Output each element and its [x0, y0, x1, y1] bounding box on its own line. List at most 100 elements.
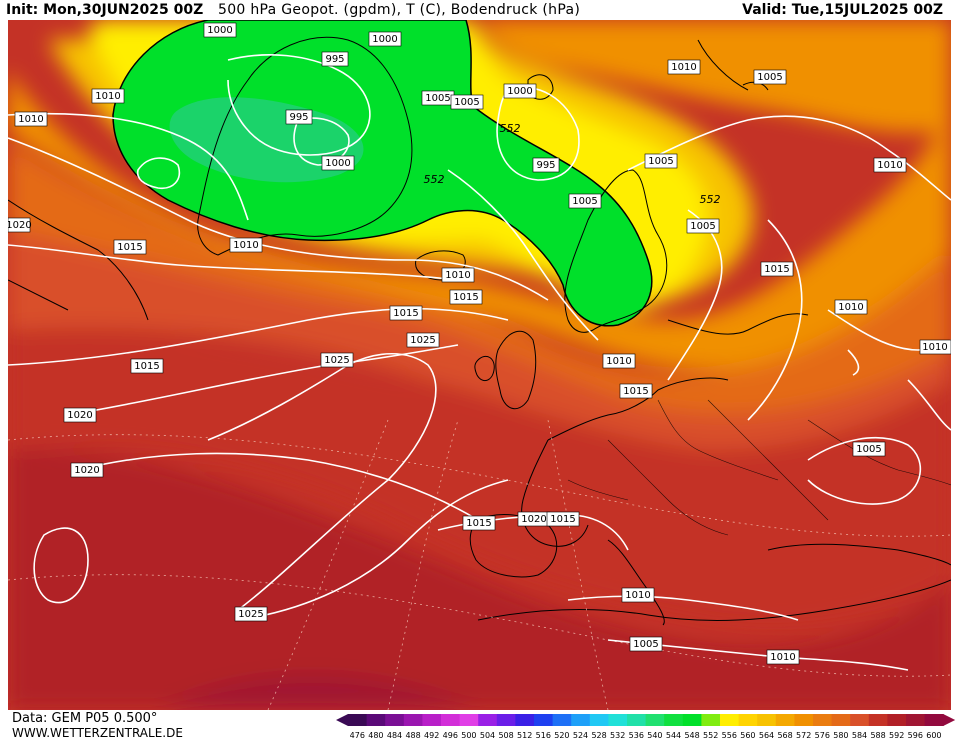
- isobar-label: 1010: [606, 356, 631, 367]
- legend-tick-label: 504: [480, 731, 495, 740]
- weather-map[interactable]: 1000 995 1000 1010 1010 995 1005 1005 10…: [8, 20, 951, 710]
- label-1005-c: 1005: [644, 153, 678, 169]
- legend-swatch: [775, 714, 795, 726]
- legend-swatch: [664, 714, 684, 726]
- isobar-label: 1005: [690, 221, 715, 232]
- label-1010-b: 1010: [14, 111, 48, 127]
- legend-swatch: [478, 714, 498, 726]
- legend-swatch: [757, 714, 777, 726]
- label-1025-b: 1025: [320, 352, 354, 368]
- isobar-label: 1025: [324, 355, 349, 366]
- isobar-label: 1015: [550, 514, 575, 525]
- legend-tick-label: 476: [350, 731, 365, 740]
- legend-swatch: [794, 714, 814, 726]
- legend-swatch: [682, 714, 702, 726]
- label-1010-c: 1010: [667, 59, 701, 75]
- legend-tick-label: 524: [573, 731, 588, 740]
- label-1010-f: 1010: [441, 267, 475, 283]
- legend-swatch: [887, 714, 907, 726]
- isobar-label: 1010: [671, 62, 696, 73]
- legend-tick-label: 520: [554, 731, 569, 740]
- height-label-552: 552: [700, 193, 721, 206]
- map-canvas: 1000 995 1000 1010 1010 995 1005 1005 10…: [8, 20, 951, 710]
- isobar-label: 1010: [770, 652, 795, 663]
- legend-swatch: [627, 714, 647, 726]
- isobar-label: 1000: [507, 86, 532, 97]
- isobar-label: 1015: [466, 518, 491, 529]
- init-time: Init: Mon,30JUN2025 00Z: [6, 2, 204, 18]
- legend-tick-label: 492: [424, 731, 439, 740]
- site-url[interactable]: WWW.WETTERZENTRALE.DE: [12, 726, 183, 740]
- legend-tick-label: 512: [517, 731, 532, 740]
- isobar-label: 1020: [521, 514, 546, 525]
- legend-swatch: [589, 714, 609, 726]
- legend-swatch: [608, 714, 628, 726]
- legend-tick-label: 600: [926, 731, 941, 740]
- isobar-label: 1020: [67, 410, 92, 421]
- legend-bars: [336, 714, 956, 726]
- legend-swatch: [403, 714, 423, 726]
- field-red: [8, 320, 951, 628]
- isobar-label: 995: [536, 160, 555, 171]
- field-north-orange: [478, 20, 951, 133]
- label-1010-j: 1010: [919, 339, 951, 355]
- data-source: Data: GEM P05 0.500°: [12, 711, 158, 726]
- label-995-b: 995: [285, 109, 313, 125]
- label-1005-f: 1005: [686, 218, 720, 234]
- legend-tick-label: 516: [536, 731, 551, 740]
- legend-tick-label: 596: [908, 731, 923, 740]
- label-1015-c: 1015: [760, 261, 794, 277]
- legend-swatch: [441, 714, 461, 726]
- legend-tick-label: 564: [759, 731, 774, 740]
- isobar-label: 1005: [454, 97, 479, 108]
- isobar-label: 1005: [572, 196, 597, 207]
- label-1015-d: 1015: [130, 358, 164, 374]
- legend-tick-label: 528: [591, 731, 606, 740]
- isobar-label: 1000: [207, 25, 232, 36]
- legend-tick-label: 572: [796, 731, 811, 740]
- valid-time: Valid: Tue,15JUL2025 00Z: [742, 2, 943, 18]
- isobar-label: 1010: [95, 91, 120, 102]
- legend-swatch: [459, 714, 479, 726]
- legend-tick-label: 508: [498, 731, 513, 740]
- legend-swatch: [385, 714, 405, 726]
- label-1000-b: 1000: [368, 31, 402, 47]
- legend-tick-label: 556: [722, 731, 737, 740]
- legend-swatch: [348, 714, 368, 726]
- label-1015-e: 1015: [389, 305, 423, 321]
- legend-tick-label: 480: [368, 731, 383, 740]
- legend-swatch: [738, 714, 758, 726]
- label-1010-d: 1010: [873, 157, 907, 173]
- field-orange: [8, 70, 951, 371]
- field-deep-red: [8, 448, 951, 710]
- isobar-label: 1005: [633, 639, 658, 650]
- label-1000-c: 1000: [503, 83, 537, 99]
- isobar-label: 1010: [625, 590, 650, 601]
- label-995-c: 995: [532, 157, 560, 173]
- isobar-label: 1015: [393, 308, 418, 319]
- legend-swatch: [868, 714, 888, 726]
- isobar-label: 995: [325, 54, 344, 65]
- trough-552: [112, 20, 653, 327]
- legend-swatch: [515, 714, 535, 726]
- legend-tick-label: 592: [889, 731, 904, 740]
- field-crimson: [158, 676, 478, 710]
- legend-arrow-right: [943, 714, 956, 726]
- label-1010-i: 1010: [621, 587, 655, 603]
- label-1005-g: 1005: [852, 441, 886, 457]
- label-1025-a: 1025: [406, 332, 440, 348]
- isobar-label: 1020: [74, 465, 99, 476]
- legend-labels: 476 480 484 488 492 496 500 504 508 512 516 520 524 5…: [350, 731, 942, 740]
- legend-tick-label: 500: [461, 731, 476, 740]
- label-1005-h: 1005: [629, 636, 663, 652]
- label-1005-a: 1005: [421, 90, 455, 106]
- label-1010-g: 1010: [834, 299, 868, 315]
- borders: [567, 399, 951, 536]
- legend-swatch: [422, 714, 442, 726]
- isobar-label: 1015: [764, 264, 789, 275]
- legend-swatch: [645, 714, 665, 726]
- label-1020-d: 1020: [517, 511, 551, 527]
- legend-tick-label: 536: [629, 731, 644, 740]
- legend-swatch: [924, 714, 944, 726]
- isobar-label: 1005: [757, 72, 782, 83]
